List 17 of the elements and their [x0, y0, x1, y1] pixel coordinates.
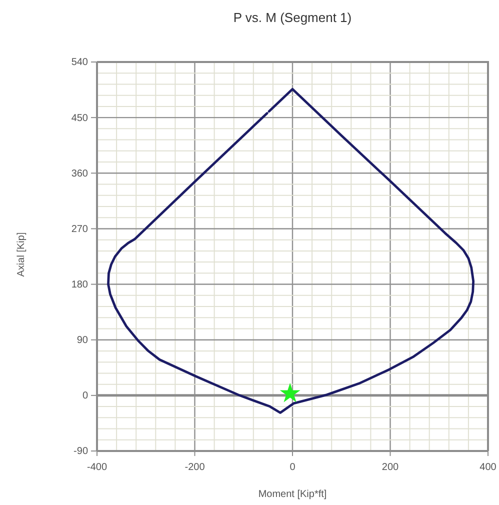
y-tick-label: 180 [71, 279, 88, 290]
x-tick-label: 200 [382, 462, 400, 473]
y-tick-label: 540 [71, 57, 88, 68]
y-tick-label: 270 [71, 224, 88, 235]
line-series [107, 88, 475, 414]
x-axis-title: Moment [Kip*ft] [258, 489, 327, 500]
chart-title: P vs. M (Segment 1) [233, 10, 352, 25]
y-tick-label: 0 [82, 390, 88, 402]
x-tick-label: -400 [86, 462, 108, 473]
x-tick-label: 400 [480, 462, 497, 473]
x-tick-label: -200 [184, 462, 206, 473]
y-tick-label: 450 [71, 112, 88, 124]
y-tick-label: 360 [71, 168, 88, 180]
y-axis-title: Axial [Kip] [16, 232, 27, 277]
y-tick-label: 90 [76, 335, 88, 346]
x-tick-label: 0 [290, 462, 296, 473]
y-tick-label: -90 [74, 446, 88, 458]
